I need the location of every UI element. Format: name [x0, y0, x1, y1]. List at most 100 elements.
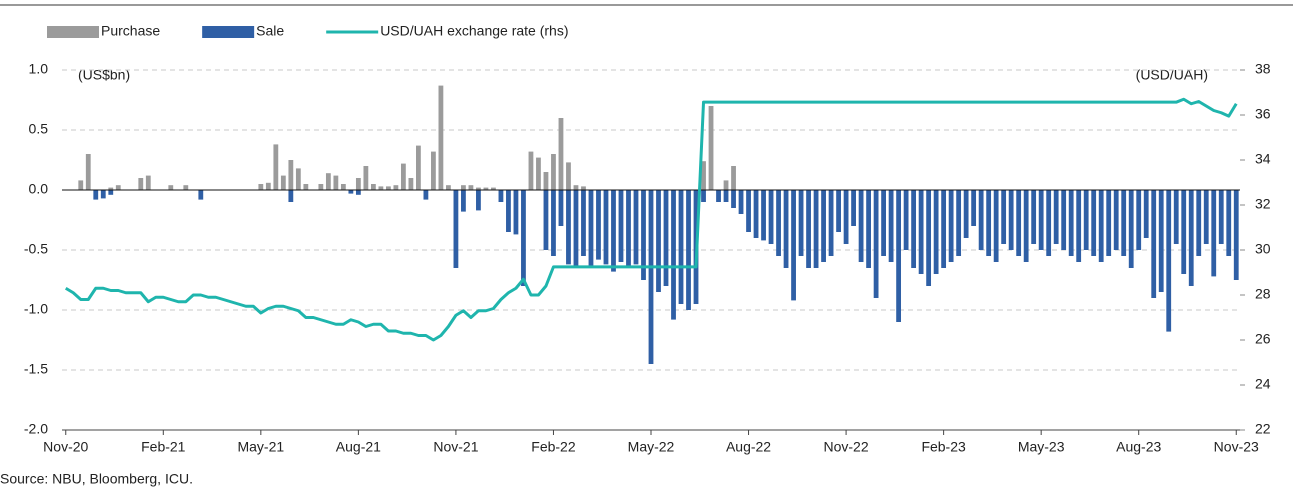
bar — [1053, 190, 1059, 244]
bar — [521, 190, 526, 286]
bar — [1151, 190, 1157, 298]
bar — [618, 190, 624, 262]
bar — [138, 178, 144, 190]
bar — [903, 190, 909, 250]
y-tick-label: -2.0 — [24, 421, 48, 437]
bar — [708, 106, 714, 190]
x-tick-label: Nov-23 — [1214, 439, 1259, 455]
y-tick-label: -0.5 — [24, 241, 48, 257]
bar — [1098, 190, 1104, 262]
bar — [378, 186, 384, 190]
bar — [1143, 190, 1149, 238]
bar — [873, 190, 879, 298]
bar — [1188, 190, 1194, 286]
bar — [911, 190, 917, 268]
x-tick-label: Aug-21 — [336, 439, 381, 455]
bar — [1218, 190, 1224, 244]
y2-tick-label: 36 — [1255, 106, 1271, 122]
x-tick-label: Nov-21 — [433, 439, 478, 455]
bar — [453, 190, 459, 268]
bar — [948, 190, 954, 262]
bar — [1128, 190, 1134, 268]
bar — [108, 190, 114, 195]
bar — [881, 190, 886, 256]
y2-tick-label: 30 — [1255, 241, 1271, 257]
bar — [1136, 190, 1142, 250]
bar — [1068, 190, 1074, 256]
x-tick-label: Aug-23 — [1116, 439, 1161, 455]
bar — [348, 190, 354, 194]
bar — [731, 190, 736, 208]
y2-tick-label: 32 — [1255, 196, 1271, 212]
x-tick-label: May-21 — [237, 439, 284, 455]
bar — [183, 185, 189, 190]
bar — [431, 151, 436, 190]
bar — [941, 190, 947, 268]
bar — [731, 166, 736, 190]
x-tick-label: Nov-20 — [43, 439, 88, 455]
x-tick-label: Feb-21 — [141, 439, 186, 455]
bar — [701, 161, 706, 190]
bar — [1211, 190, 1217, 277]
line-series — [64, 97, 1238, 342]
bar — [626, 190, 631, 268]
bar — [446, 185, 451, 190]
bar — [596, 190, 601, 260]
bar — [385, 186, 391, 190]
bar — [603, 190, 609, 265]
bar — [85, 154, 91, 190]
x-tick-label: Nov-22 — [824, 439, 869, 455]
bar — [558, 190, 564, 226]
bar — [843, 190, 849, 244]
bar — [1001, 190, 1007, 244]
bar — [963, 190, 969, 238]
bar — [993, 190, 999, 262]
bar — [588, 190, 594, 268]
legend-label: USD/UAH exchange rate (rhs) — [380, 23, 568, 39]
bar — [543, 172, 549, 190]
y-tick-label: -1.5 — [24, 361, 48, 377]
bar — [461, 185, 466, 190]
x-tick-label: Feb-22 — [531, 439, 576, 455]
bar — [611, 190, 616, 272]
bar — [783, 190, 789, 268]
bar — [498, 190, 504, 202]
bar — [115, 185, 121, 190]
x-tick-label: May-23 — [1018, 439, 1065, 455]
y2-tick-label: 38 — [1255, 61, 1271, 77]
bar — [1173, 190, 1179, 244]
y-tick-label: 0.0 — [29, 181, 49, 197]
bar — [198, 190, 204, 200]
bar — [1233, 190, 1239, 280]
bar — [1091, 190, 1097, 256]
bar — [318, 184, 324, 190]
legend-label: Purchase — [101, 23, 160, 39]
bar — [753, 190, 759, 238]
bar — [1203, 190, 1209, 244]
x-tick-label: Feb-23 — [921, 439, 966, 455]
bar — [761, 190, 766, 241]
bar — [1016, 190, 1022, 256]
bar — [355, 190, 361, 195]
bar — [836, 190, 841, 232]
legend-swatch — [202, 26, 255, 38]
bar — [1083, 190, 1089, 250]
bar — [468, 185, 474, 190]
bar — [536, 157, 541, 190]
bar — [738, 190, 744, 214]
bar — [303, 184, 309, 190]
bar — [1046, 190, 1052, 256]
bar — [633, 190, 639, 265]
bar — [513, 190, 519, 235]
bar — [1226, 190, 1232, 256]
bar — [476, 190, 481, 211]
bar — [641, 190, 646, 280]
y2-tick-label: 22 — [1255, 421, 1271, 437]
bar — [491, 187, 496, 190]
bar — [558, 118, 564, 190]
bar — [723, 180, 729, 190]
x-tick-label: May-22 — [628, 439, 675, 455]
y2-tick-label: 28 — [1255, 286, 1271, 302]
bar — [483, 187, 489, 190]
bar — [551, 154, 556, 190]
